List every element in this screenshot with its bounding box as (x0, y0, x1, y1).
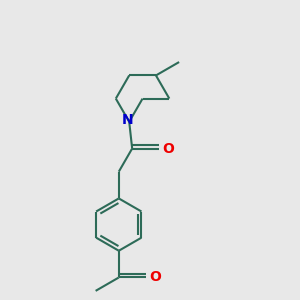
Text: O: O (163, 142, 174, 155)
Text: N: N (122, 113, 134, 127)
Text: O: O (149, 271, 161, 284)
